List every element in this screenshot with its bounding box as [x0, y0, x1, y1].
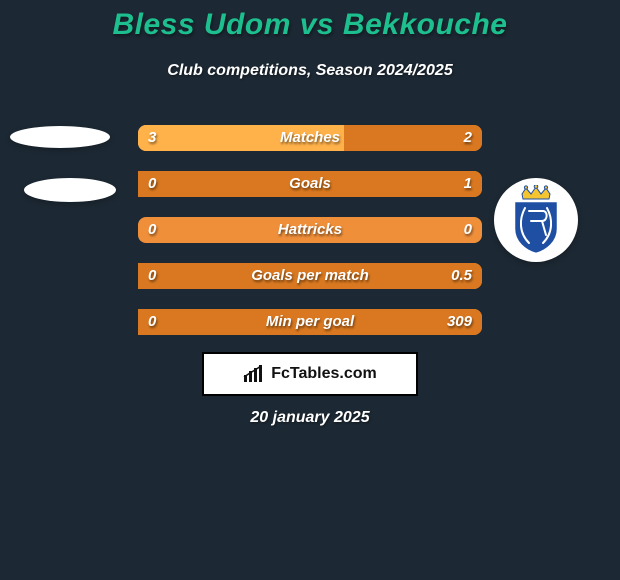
left-team-placeholder-2: [24, 178, 116, 202]
page-title: Bless Udom vs Bekkouche: [0, 8, 620, 42]
stat-label: Hattricks: [138, 217, 482, 243]
barchart-icon: [243, 365, 265, 383]
stat-label: Min per goal: [138, 309, 482, 335]
stat-label: Goals per match: [138, 263, 482, 289]
right-team-badge: [494, 178, 578, 262]
stat-row: 01Goals: [138, 171, 482, 197]
stat-row: 00.5Goals per match: [138, 263, 482, 289]
stat-row: 00Hattricks: [138, 217, 482, 243]
comparison-infographic: Bless Udom vs Bekkouche Club competition…: [0, 0, 620, 580]
stat-row: 32Matches: [138, 125, 482, 151]
stat-bars: 32Matches 01Goals 00Hattricks 00.5Goals per…: [138, 125, 482, 355]
stat-label: Goals: [138, 171, 482, 197]
stat-label: Matches: [138, 125, 482, 151]
stat-row: 0309Min per goal: [138, 309, 482, 335]
attribution-box[interactable]: FcTables.com: [202, 352, 418, 396]
date-text: 20 january 2025: [0, 409, 620, 427]
subtitle: Club competitions, Season 2024/2025: [0, 62, 620, 80]
club-crest-icon: [505, 185, 567, 255]
attribution-text: FcTables.com: [271, 365, 377, 383]
left-team-placeholder-1: [10, 126, 110, 148]
